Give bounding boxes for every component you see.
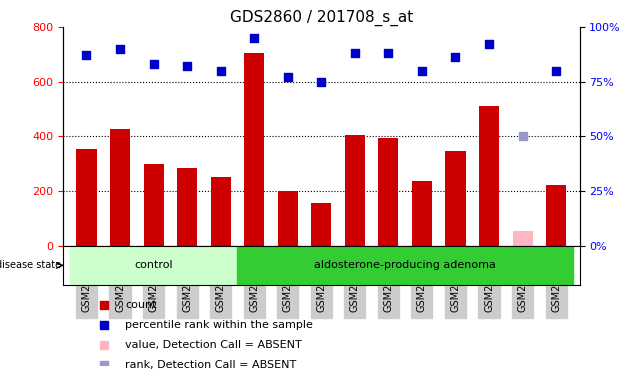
Text: percentile rank within the sample: percentile rank within the sample [125, 320, 313, 330]
Point [249, 35, 260, 41]
Text: rank, Detection Call = ABSENT: rank, Detection Call = ABSENT [125, 360, 296, 370]
Point [417, 68, 427, 74]
Text: aldosterone-producing adenoma: aldosterone-producing adenoma [314, 260, 496, 270]
Point [316, 78, 326, 84]
Text: control: control [134, 260, 173, 270]
Point [383, 50, 393, 56]
Bar [311, 203, 331, 245]
Bar [244, 53, 264, 245]
Point [81, 52, 91, 58]
Bar [379, 137, 398, 245]
Title: GDS2860 / 201708_s_at: GDS2860 / 201708_s_at [230, 9, 413, 25]
Bar [70, 245, 238, 285]
Text: value, Detection Call = ABSENT: value, Detection Call = ABSENT [125, 340, 302, 350]
Bar [445, 151, 466, 245]
Bar [278, 191, 298, 245]
Point [149, 61, 159, 67]
Point [182, 63, 192, 69]
Point [350, 50, 360, 56]
Point [215, 68, 226, 74]
Bar [345, 135, 365, 245]
Text: count: count [125, 300, 156, 310]
Bar [479, 106, 499, 245]
Text: disease state: disease state [0, 260, 61, 270]
Bar [76, 149, 96, 245]
Bar [210, 177, 231, 245]
Point [517, 133, 527, 139]
Bar [412, 181, 432, 245]
Bar [110, 129, 130, 245]
Bar [546, 185, 566, 245]
Point [115, 46, 125, 52]
Bar [177, 168, 197, 245]
Point [551, 68, 561, 74]
Point [484, 41, 494, 48]
Bar [513, 230, 532, 245]
Point [283, 74, 293, 80]
Bar [238, 245, 573, 285]
Bar [144, 164, 164, 245]
Point [450, 55, 461, 61]
